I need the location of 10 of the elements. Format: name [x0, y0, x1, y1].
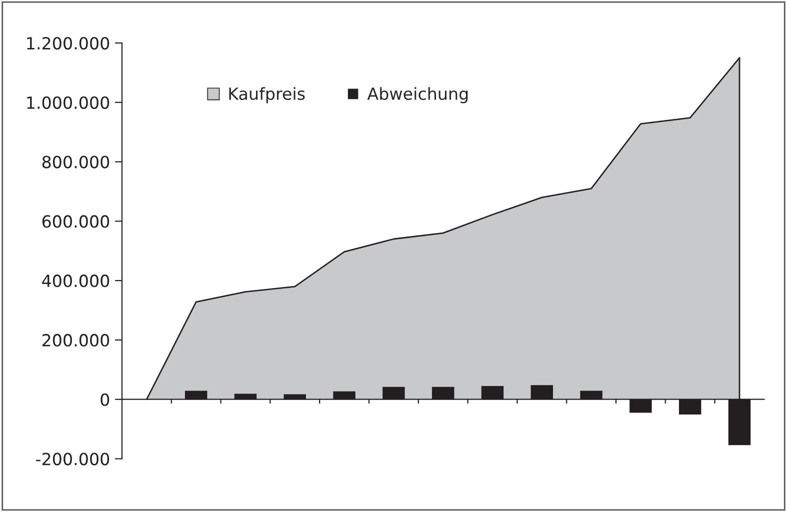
y-tick-label: -200.000 [36, 452, 110, 466]
y-tick-label: 800.000 [42, 156, 110, 168]
legend-label: Abweichung [367, 87, 468, 104]
y-tick-label: 1.200.000 [27, 36, 110, 50]
y-tick-label: 200.000 [42, 334, 110, 347]
y-tick-label: 400.000 [42, 274, 110, 288]
legend-label: Kaufpreis [229, 87, 305, 104]
y-tick-label: 1.000.000 [27, 96, 110, 109]
y-tick-label: 0 [100, 393, 110, 406]
y-tick-label: 600.000 [42, 215, 110, 228]
